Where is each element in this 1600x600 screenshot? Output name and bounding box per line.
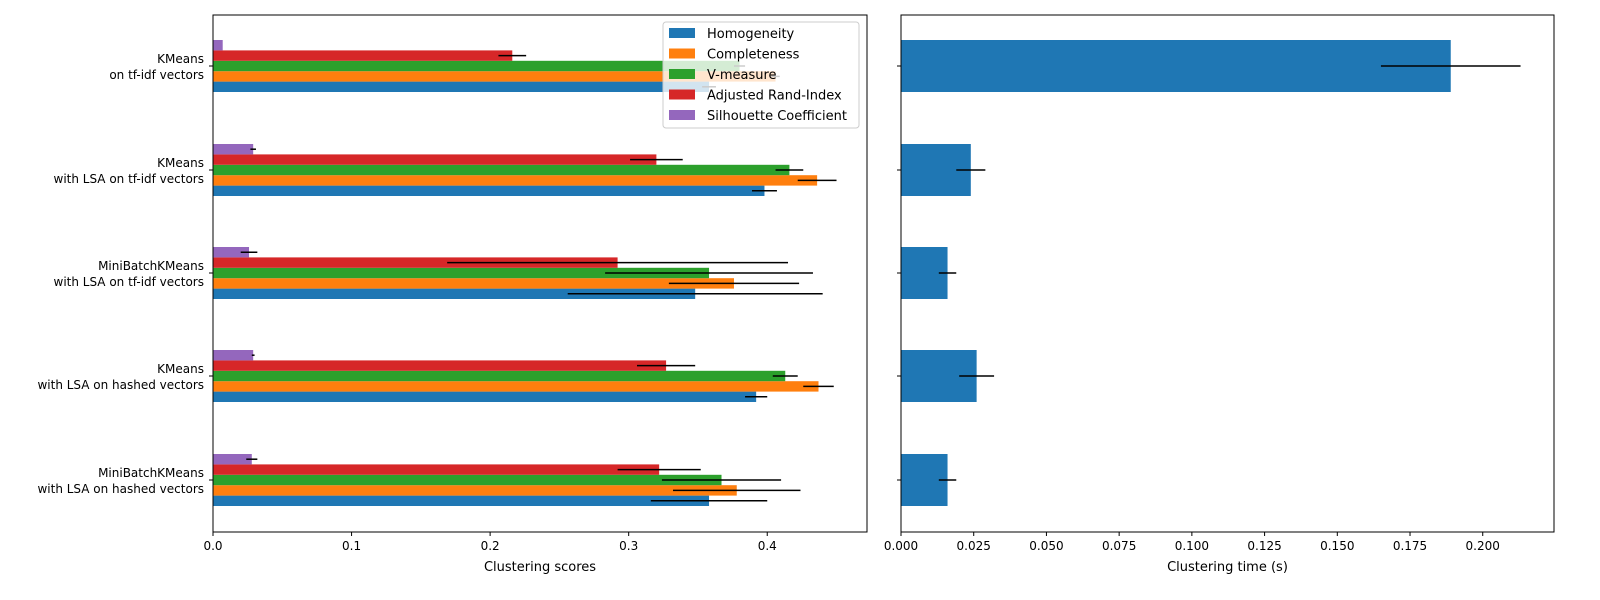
legend-label: Silhouette Coefficient [707, 109, 847, 124]
legend-label: V-measure [707, 68, 777, 83]
x-tick-label: 0.125 [1247, 539, 1281, 553]
bar [213, 267, 710, 279]
x-axis-label: Clustering scores [484, 560, 596, 575]
x-tick-label: 0.150 [1320, 539, 1354, 553]
scores-chart: 0.0 0.1 0.2 0.3 0.4 Clustering scores KMeans on… [37, 14, 868, 575]
legend-label: Completeness [707, 48, 800, 63]
legend-swatch [669, 89, 695, 100]
category-label: KMeans [157, 362, 204, 376]
x-tick-label: 0.025 [957, 539, 991, 553]
bar [213, 40, 223, 51]
bar [213, 50, 513, 61]
x-tick-label: 0.075 [1102, 539, 1136, 553]
bar [213, 81, 710, 92]
x-tick-label: 0.175 [1393, 539, 1427, 553]
legend-box [662, 21, 860, 129]
bar [213, 474, 722, 486]
bar [213, 247, 250, 258]
bar [213, 144, 254, 155]
x-tick-label: 0.200 [1466, 539, 1500, 553]
bar [213, 257, 618, 268]
x-tick-label: 0.000 [884, 539, 918, 553]
legend-swatch [669, 69, 695, 79]
bar [213, 485, 737, 496]
legend-swatch [669, 48, 695, 59]
bar [213, 278, 734, 289]
category-label: with LSA on hashed vectors [37, 482, 204, 496]
x-tick-label: 0.050 [1029, 539, 1063, 553]
legend-label: Homogeneity [707, 27, 795, 42]
bar [213, 464, 660, 475]
bar [213, 60, 740, 72]
category-label: with LSA on hashed vectors [37, 378, 204, 392]
category-label: KMeans [157, 156, 204, 170]
time-chart: 0.000 0.025 0.050 0.075 0.100 0.125 0.150 0.175… [884, 14, 1555, 575]
x-axis-label: Clustering time (s) [1167, 560, 1288, 575]
legend: Homogeneity Completeness V-measure Adjusted… [662, 21, 860, 129]
category-label: with LSA on tf-idf vectors [54, 172, 205, 186]
bar [213, 175, 818, 186]
bar [213, 495, 710, 506]
x-tick-label: 0.2 [481, 539, 500, 553]
category-label: on tf-idf vectors [109, 68, 204, 82]
bar [213, 164, 790, 176]
category-label: KMeans [157, 52, 204, 66]
axes-frame [900, 14, 1555, 533]
bar [213, 360, 667, 371]
bar [213, 350, 254, 361]
bar [901, 40, 1451, 92]
x-tick-label: 0.0 [203, 539, 222, 553]
bar [213, 154, 657, 165]
x-tick-label: 0.3 [619, 539, 638, 553]
x-tick-label: 0.4 [758, 539, 777, 553]
bar [213, 391, 757, 402]
bar [213, 454, 252, 465]
legend-swatch [669, 28, 695, 38]
bar [213, 288, 696, 299]
bar [213, 185, 765, 196]
bar [213, 381, 819, 392]
legend-swatch [669, 110, 695, 120]
x-tick-label: 0.100 [1175, 539, 1209, 553]
category-label: MiniBatchKMeans [98, 259, 204, 273]
bar [213, 370, 786, 382]
x-tick-label: 0.1 [342, 539, 361, 553]
bar [213, 71, 776, 82]
category-label: with LSA on tf-idf vectors [54, 275, 205, 289]
legend-label: Adjusted Rand-Index [707, 89, 842, 104]
category-label: MiniBatchKMeans [98, 466, 204, 480]
